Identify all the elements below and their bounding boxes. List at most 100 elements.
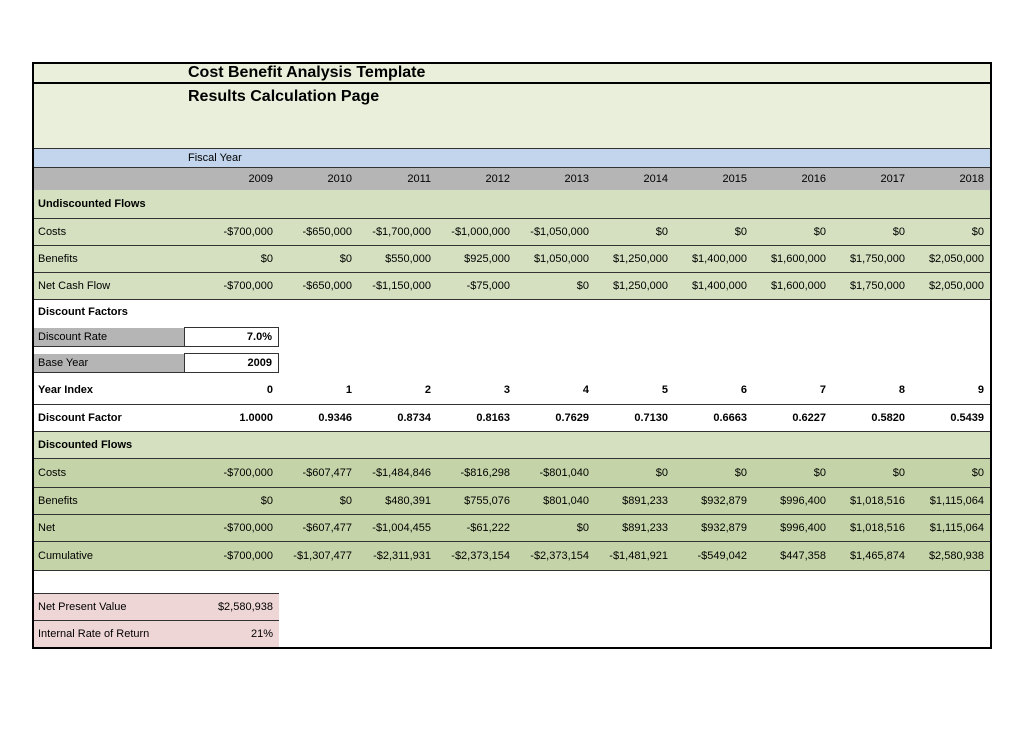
irr-row: Internal Rate of Return 21% [34,621,279,647]
data-cell: -$1,000,000 [437,223,516,241]
data-cell: 9 [911,381,990,399]
data-cell: $0 [911,464,990,482]
data-cell: 0.8163 [437,409,516,427]
data-cell: $1,600,000 [753,277,832,295]
data-cell: $0 [753,464,832,482]
undisc-costs-label: Costs [34,223,184,241]
data-cell: $2,580,938 [911,547,990,565]
data-cell: $0 [279,250,358,268]
data-cell: -$650,000 [279,223,358,241]
discount-rate-value[interactable]: 7.0% [184,327,279,347]
data-cell: 0.5439 [911,409,990,427]
data-cell: -$816,298 [437,464,516,482]
data-cell: $996,400 [753,519,832,537]
data-cell: $891,233 [595,492,674,510]
data-cell: -$1,004,455 [358,519,437,537]
undisc-benefits-row: Benefits $0 $0 $550,000 $925,000 $1,050,… [34,246,990,273]
data-cell: $0 [595,223,674,241]
subtitle-spacer [34,88,184,94]
data-cell: $0 [753,223,832,241]
year-col: 2016 [753,170,832,188]
data-cell: 0.6663 [674,409,753,427]
undisc-costs-row: Costs -$700,000 -$650,000 -$1,700,000 -$… [34,219,990,246]
data-cell: $932,879 [674,519,753,537]
data-cell: 5 [595,381,674,399]
data-cell: $801,040 [516,492,595,510]
discount-rate-row: Discount Rate 7.0% [34,324,279,350]
data-cell: $0 [184,492,279,510]
data-cell: -$1,484,846 [358,464,437,482]
data-cell: 1.0000 [184,409,279,427]
base-year-label: Base Year [34,354,184,373]
undisc-net-label: Net Cash Flow [34,277,184,295]
data-cell: $0 [911,223,990,241]
discount-params: Discount Rate 7.0% Base Year 2009 [34,324,279,376]
data-cell: 7 [753,381,832,399]
data-cell: -$650,000 [279,277,358,295]
disc-benefits-row: Benefits $0 $0 $480,391 $755,076 $801,04… [34,488,990,515]
year-header-row: 2009 2010 2011 2012 2013 2014 2015 2016 … [34,168,990,190]
data-cell: $480,391 [358,492,437,510]
data-cell: $550,000 [358,250,437,268]
data-cell: -$700,000 [184,464,279,482]
title-spacer [34,70,184,76]
data-cell: 0.7130 [595,409,674,427]
data-cell: -$2,373,154 [437,547,516,565]
disc-net-label: Net [34,519,184,537]
data-cell: $0 [674,223,753,241]
disc-cumulative-row: Cumulative -$700,000 -$1,307,477 -$2,311… [34,542,990,571]
results-block: Net Present Value $2,580,938 Internal Ra… [34,593,279,647]
data-cell: $1,050,000 [516,250,595,268]
year-col: 2012 [437,170,516,188]
data-cell: $1,600,000 [753,250,832,268]
discount-factor-label: Discount Factor [34,409,184,427]
data-cell: -$1,700,000 [358,223,437,241]
npv-label: Net Present Value [34,598,184,616]
data-cell: -$700,000 [184,519,279,537]
data-cell: $0 [516,519,595,537]
data-cell: -$700,000 [184,547,279,565]
data-cell: $0 [674,464,753,482]
data-cell: -$700,000 [184,223,279,241]
data-cell: 8 [832,381,911,399]
data-cell: $0 [516,277,595,295]
base-year-value[interactable]: 2009 [184,353,279,373]
discount-factor-row: Discount Factor 1.0000 0.9346 0.8734 0.8… [34,405,990,432]
data-cell: 2 [358,381,437,399]
undisc-net-row: Net Cash Flow -$700,000 -$650,000 -$1,15… [34,273,990,300]
discount-factors-label: Discount Factors [34,303,184,321]
data-cell: $891,233 [595,519,674,537]
data-cell: $1,115,064 [911,519,990,537]
data-cell: $0 [832,223,911,241]
data-cell: $755,076 [437,492,516,510]
undiscounted-header: Undiscounted Flows [34,190,990,219]
data-cell: -$1,050,000 [516,223,595,241]
data-cell: -$801,040 [516,464,595,482]
data-cell: $1,250,000 [595,277,674,295]
data-cell: 6 [674,381,753,399]
data-cell: $1,400,000 [674,250,753,268]
year-index-row: Year Index 0 1 2 3 4 5 6 7 8 9 [34,376,990,405]
data-cell: $1,250,000 [595,250,674,268]
data-cell: -$2,373,154 [516,547,595,565]
data-cell: $2,050,000 [911,277,990,295]
undiscounted-label: Undiscounted Flows [34,195,184,213]
disc-costs-row: Costs -$700,000 -$607,477 -$1,484,846 -$… [34,459,990,488]
discount-factors-header: Discount Factors [34,300,990,324]
data-cell: -$1,150,000 [358,277,437,295]
data-cell: 0.9346 [279,409,358,427]
data-cell: $1,400,000 [674,277,753,295]
year-col: 2009 [184,170,279,188]
data-cell: $0 [595,464,674,482]
disc-costs-label: Costs [34,464,184,482]
data-cell: $1,018,516 [832,492,911,510]
data-cell: 0.5820 [832,409,911,427]
data-cell: -$607,477 [279,464,358,482]
data-cell: $932,879 [674,492,753,510]
page-subtitle: Results Calculation Page [184,88,379,106]
data-cell: 0.8734 [358,409,437,427]
data-cell: $1,115,064 [911,492,990,510]
fiscal-year-spacer [34,155,184,161]
year-col: 2015 [674,170,753,188]
year-col: 2017 [832,170,911,188]
